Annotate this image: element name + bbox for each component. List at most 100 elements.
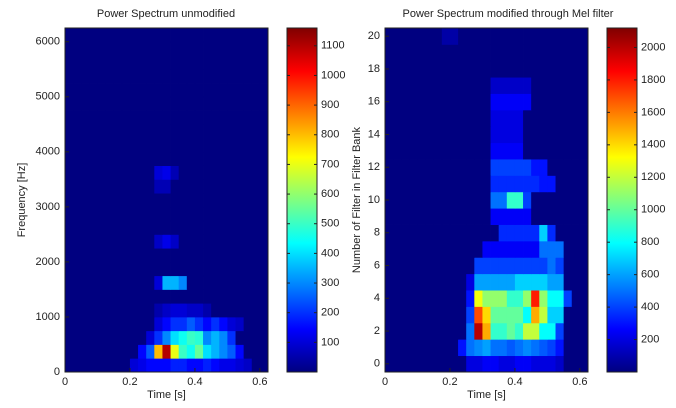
heatmap-cell [547,257,556,275]
heatmap-cell [474,224,483,242]
heatmap-cell [89,358,98,372]
heatmap-cell [81,110,90,125]
heatmap-cell [563,142,573,160]
heatmap-cell [97,151,106,166]
heatmap-cell [81,69,90,84]
heatmap-cell [539,159,548,176]
heatmap-cell [73,69,82,84]
heatmap-cell [121,261,131,277]
heatmap-cell [146,28,155,43]
heatmap-cell [441,109,451,127]
heatmap-cell [138,206,147,222]
heatmap-cell [227,193,236,208]
heatmap-cell [425,175,435,193]
chart-title: Power Spectrum unmodified [97,8,235,20]
heatmap-cell [170,69,180,84]
heatmap-cell [170,124,180,139]
heatmap-cell [251,275,261,290]
heatmap-cell [571,208,581,225]
heatmap-cell [243,261,253,277]
heatmap-cell [514,109,524,127]
heatmap-cell [433,60,443,78]
heatmap-cell [154,55,163,70]
heatmap-cell [563,208,573,225]
heatmap-cell [146,261,155,277]
heatmap-cell [539,77,548,94]
heatmap-cell [186,179,196,194]
heatmap-cell [466,109,475,127]
heatmap-cell [474,339,483,357]
heatmap-cell [73,110,82,125]
heatmap-cell [243,206,253,222]
heatmap-cell [498,224,508,242]
heatmap-cell [81,55,90,70]
heatmap-cell [178,248,188,263]
heatmap-cell [227,289,236,304]
heatmap-cell [154,330,163,345]
heatmap-cell [251,110,261,125]
heatmap-cell [547,44,556,62]
heatmap-cell [433,191,443,209]
heatmap-cell [146,138,155,153]
heatmap-cell [146,220,155,235]
heatmap-cell [89,316,98,332]
heatmap-cell [89,330,98,345]
colorbar-tick-label: 300 [321,277,339,289]
heatmap-cell [146,234,155,249]
heatmap-cell [178,124,188,139]
x-tick-label: 0.2 [442,376,457,388]
heatmap-cell [571,126,581,144]
heatmap-cell [259,330,268,345]
heatmap-cell [97,316,106,332]
heatmap-cell [227,28,236,43]
heatmap-cell [531,224,540,242]
heatmap-cell [458,191,467,209]
heatmap-cell [401,322,410,340]
heatmap-cell [170,55,180,70]
heatmap-cell [227,165,236,180]
heatmap-cell [385,339,394,357]
heatmap-cell [129,344,139,359]
x-tick-label: 0 [382,376,388,388]
heatmap-cell [97,179,106,194]
heatmap-cell [251,303,261,318]
colorbar [287,28,317,372]
heatmap-cell [425,306,435,324]
heatmap-cell [81,234,90,249]
heatmap-cell [113,248,123,263]
heatmap-cell [490,109,500,127]
heatmap-cells [385,28,588,372]
heatmap-cell [251,28,261,43]
heatmap-cell [203,303,212,318]
heatmap-cell [211,96,220,111]
heatmap-cell [211,110,220,125]
heatmap-cell [113,83,123,98]
heatmap-cell [579,208,588,225]
heatmap-cell [186,151,196,166]
heatmap-cell [81,220,90,235]
heatmap-cell [579,355,588,372]
heatmap-cell [178,358,188,372]
heatmap-cell [203,358,212,372]
heatmap-cell [219,220,228,235]
heatmap-cell [203,289,212,304]
heatmap-cell [449,257,459,275]
heatmap-cell [251,41,261,56]
heatmap-cell [555,257,565,275]
heatmap-cell [129,261,139,277]
heatmap-cell [235,28,245,43]
heatmap-cell [211,193,220,208]
heatmap-cell [514,339,524,357]
heatmap-cell [409,224,418,242]
heatmap-cell [425,44,435,62]
heatmap-cell [506,159,516,176]
heatmap-cell [227,124,236,139]
heatmap-cell [194,344,204,359]
heatmap-cell [211,83,220,98]
heatmap-cell [89,96,98,111]
heatmap-cell [81,303,90,318]
heatmap-cell [539,322,548,340]
heatmap-cell [113,110,123,125]
heatmap-cell [194,193,204,208]
heatmap-cell [458,126,467,144]
